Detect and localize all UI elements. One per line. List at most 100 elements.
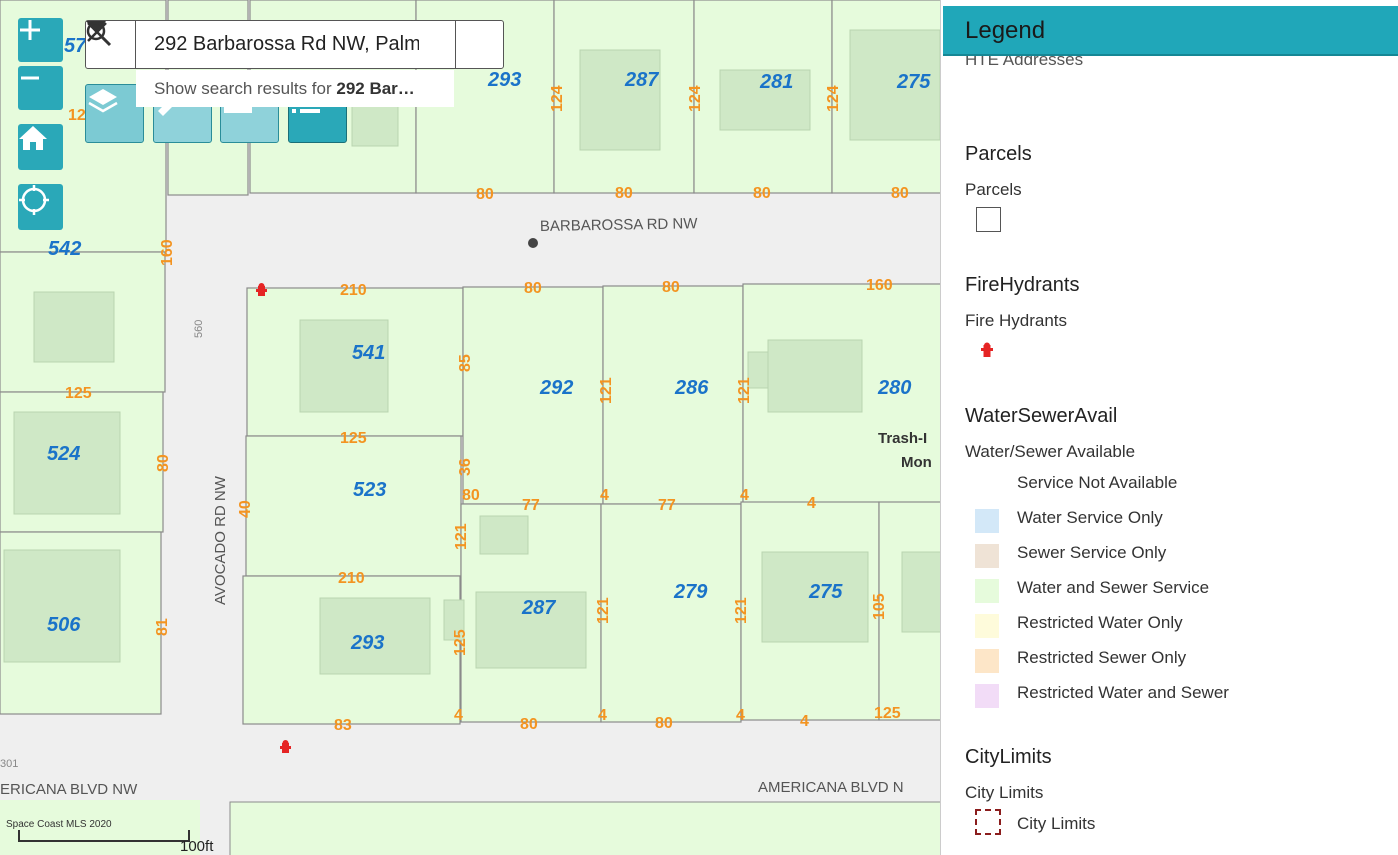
address-label: 506 — [47, 614, 81, 636]
dimension-label: 121 — [595, 597, 612, 624]
parcel-swatch — [976, 207, 1001, 232]
dimension-label: 80 — [462, 487, 480, 504]
address-label: 287 — [624, 69, 659, 91]
plus-icon — [20, 20, 40, 40]
dimension-label: 4 — [598, 707, 607, 724]
legend-header: Legend — [943, 6, 1398, 56]
zoom-in-button[interactable] — [18, 18, 63, 62]
dimension-label: 210 — [340, 282, 367, 299]
dimension-label: 80 — [615, 185, 633, 202]
street-avocado: AVOCADO RD NW — [212, 475, 229, 605]
dimension-label: 125 — [452, 629, 469, 656]
layers-button[interactable] — [85, 84, 144, 143]
search-icon — [86, 21, 112, 47]
legend-panel: HTE Addresses Parcels Parcels FireHydran… — [940, 0, 1398, 855]
legend-layer-label: Fire Hydrants — [965, 311, 1068, 330]
street-barbarossa: BARBAROSSA RD NW — [540, 215, 699, 235]
dimension-label: 77 — [522, 497, 540, 514]
locate-button[interactable] — [18, 184, 63, 230]
legend-title: Legend — [965, 17, 1046, 44]
legend-swatch — [975, 649, 999, 673]
dimension-label: 124 — [687, 85, 704, 112]
street-americana-left: ERICANA BLVD NW — [0, 781, 138, 798]
zoom-out-button[interactable] — [18, 66, 63, 110]
legend-item-label: Water Service Only — [1017, 508, 1163, 527]
dimension-label: 124 — [549, 85, 566, 112]
dimension-label: 4 — [454, 707, 463, 724]
plat-number: 560 — [193, 320, 205, 338]
dimension-label: 125 — [874, 705, 901, 722]
dimension-label: 4 — [736, 707, 745, 724]
search-suggestion[interactable]: Show search results for 292 Bar… — [136, 70, 454, 107]
search-button[interactable] — [86, 21, 503, 68]
legend-swatch — [975, 544, 999, 568]
search-input[interactable] — [136, 21, 419, 68]
poi-label: Trash-I — [878, 430, 927, 447]
fire-hydrant-icon[interactable] — [256, 283, 267, 296]
legend-swatch — [975, 579, 999, 603]
attribution: Space Coast MLS 2020 — [6, 819, 112, 830]
parcel[interactable] — [245, 435, 462, 577]
parcel[interactable] — [0, 251, 166, 393]
dimension-label: 80 — [655, 715, 673, 732]
legend-section-title: Parcels — [965, 143, 1032, 165]
legend-item-label: Restricted Water Only — [1017, 613, 1183, 632]
dimension-label: 121 — [736, 377, 753, 404]
dimension-label: 160 — [159, 239, 176, 266]
dimension-label: 77 — [658, 497, 676, 514]
dimension-label: 80 — [155, 454, 172, 472]
legend-layer-label: Parcels — [965, 180, 1022, 199]
home-button[interactable] — [18, 124, 63, 170]
legend-section-title: CityLimits — [965, 746, 1052, 768]
legend-item-label: Sewer Service Only — [1017, 543, 1167, 562]
parcel[interactable] — [602, 285, 744, 505]
dimension-label: 83 — [334, 717, 352, 734]
legend-swatch — [975, 684, 999, 708]
map-canvas[interactable]: BARBAROSSA RD NW AVOCADO RD NW ERICANA B… — [0, 0, 940, 855]
legend-item-label: City Limits — [1017, 814, 1096, 833]
dimension-label: 36 — [457, 458, 474, 476]
dimension-label: 124 — [825, 85, 842, 112]
legend-layer-label: City Limits — [965, 783, 1044, 802]
dimension-label: 40 — [237, 500, 254, 518]
dimension-label: 4 — [600, 487, 609, 504]
legend-swatch — [975, 474, 999, 498]
parcel[interactable] — [600, 503, 742, 723]
plat-number-2: 301 — [0, 758, 18, 770]
suggestion-match: 292 Bar… — [336, 79, 415, 98]
legend-item-label: Restricted Sewer Only — [1017, 648, 1187, 667]
dimension-label: 80 — [891, 185, 909, 202]
city-limits-swatch — [975, 809, 1001, 835]
legend-item-label: Restricted Water and Sewer — [1017, 683, 1229, 702]
dimension-label: 105 — [871, 593, 888, 620]
fire-hydrant-icon — [981, 342, 993, 357]
address-label: 279 — [673, 581, 708, 603]
home-icon — [19, 126, 47, 150]
suggestion-prefix: Show search results for — [154, 79, 337, 98]
address-label: 57 — [64, 35, 87, 57]
address-label: 281 — [759, 71, 793, 93]
scale-label: 100ft — [180, 838, 214, 855]
dimension-label: 125 — [65, 385, 92, 402]
dimension-label: 81 — [154, 618, 171, 636]
address-label: 293 — [350, 632, 384, 654]
dimension-label: 121 — [453, 523, 470, 550]
crosshair-icon — [19, 185, 49, 215]
address-label: 280 — [877, 377, 911, 399]
dimension-label: 85 — [457, 354, 474, 372]
clear-search-button[interactable] — [87, 21, 456, 68]
parcel[interactable] — [462, 286, 604, 505]
dimension-label: 4 — [740, 487, 749, 504]
dimension-label: 80 — [753, 185, 771, 202]
address-label: 524 — [47, 443, 80, 465]
search-bar — [85, 20, 504, 69]
map-view[interactable]: BARBAROSSA RD NW AVOCADO RD NW ERICANA B… — [0, 0, 940, 855]
fire-hydrant-icon[interactable] — [280, 740, 291, 753]
legend-item-label: Service Not Available — [1017, 473, 1178, 492]
dimension-label: 4 — [800, 713, 809, 730]
legend-section-title: FireHydrants — [965, 274, 1080, 296]
address-point[interactable] — [528, 238, 538, 248]
legend-section-title: WaterSewerAvail — [965, 405, 1118, 427]
legend-swatch — [975, 614, 999, 638]
dimension-label: 80 — [662, 279, 680, 296]
